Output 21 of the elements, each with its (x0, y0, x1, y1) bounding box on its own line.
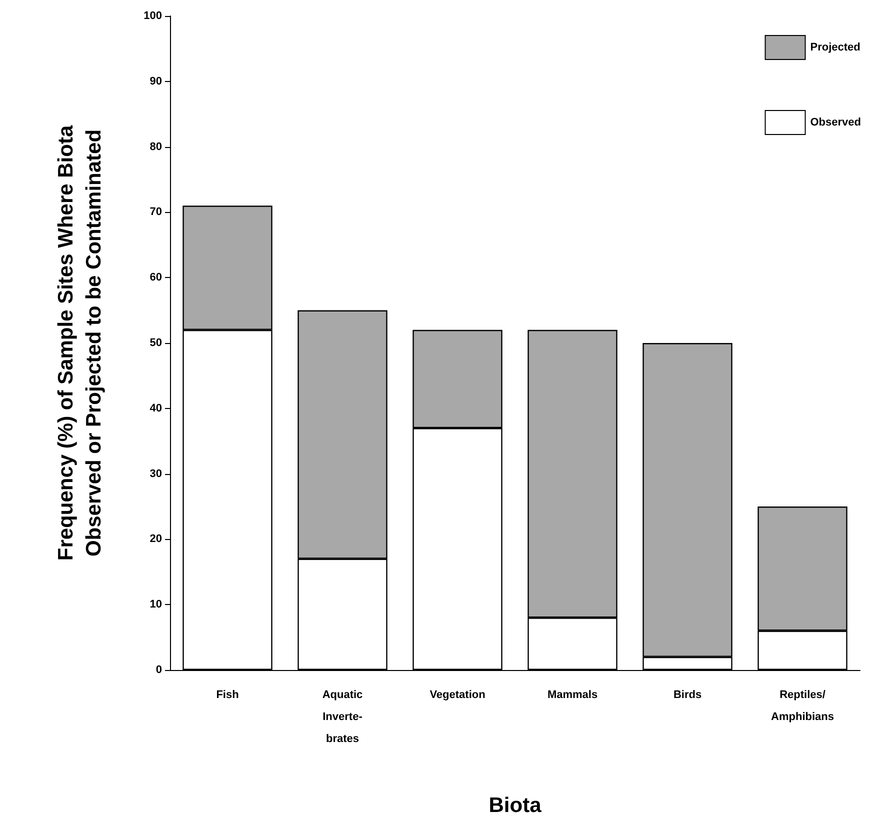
x-tick-label: Vegetation (430, 689, 486, 701)
y-tick-label: 100 (144, 10, 162, 22)
y-tick-label: 10 (150, 598, 162, 611)
x-tick-label: Aquatic Inverte- brates (322, 689, 363, 745)
y-tick-label: 50 (150, 337, 162, 349)
x-tick-label: Fish (216, 689, 240, 701)
y-tick-label: 30 (150, 468, 162, 480)
x-tick-label: Birds (673, 689, 702, 701)
x-tick-label: Mammals (547, 689, 598, 701)
legend-label: Projected (810, 42, 860, 54)
y-tick-label: 40 (150, 402, 162, 414)
y-tick-label: 20 (150, 533, 162, 546)
y-tick-label: 80 (150, 140, 162, 153)
y-tick-label: 60 (150, 272, 162, 284)
y-tick-label: 0 (156, 664, 162, 676)
y-axis-title: Frequency (%) of Sample Sites Where Biota Observed or Projected to be Contaminated (54, 125, 106, 561)
legend-label: Observed (810, 116, 862, 128)
x-axis-title: Biota (488, 794, 542, 817)
y-tick-label: 90 (150, 75, 162, 88)
y-tick-label: 70 (150, 206, 162, 218)
x-tick-label: Reptiles/ Amphibians (771, 689, 834, 723)
